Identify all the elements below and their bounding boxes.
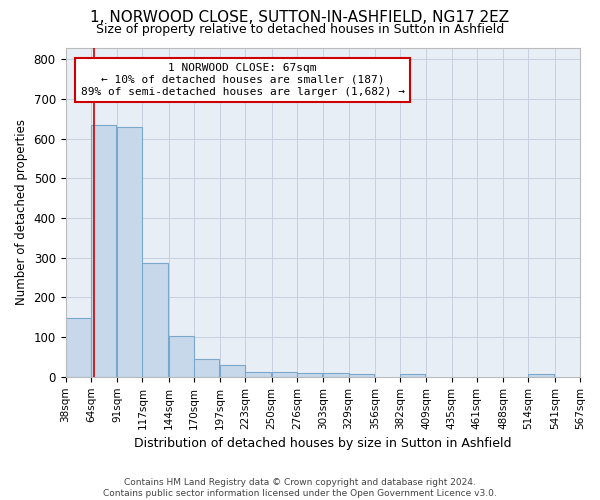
Bar	[297, 373, 322, 377]
Bar	[169, 336, 194, 377]
Bar	[220, 365, 245, 377]
Y-axis label: Number of detached properties: Number of detached properties	[15, 119, 28, 305]
Bar	[349, 374, 374, 377]
Bar	[194, 360, 219, 377]
Bar	[272, 372, 297, 377]
Bar	[91, 125, 116, 377]
Bar	[323, 373, 349, 377]
Bar	[529, 374, 554, 377]
X-axis label: Distribution of detached houses by size in Sutton in Ashfield: Distribution of detached houses by size …	[134, 437, 512, 450]
Text: 1, NORWOOD CLOSE, SUTTON-IN-ASHFIELD, NG17 2EZ: 1, NORWOOD CLOSE, SUTTON-IN-ASHFIELD, NG…	[91, 10, 509, 25]
Text: Contains HM Land Registry data © Crown copyright and database right 2024.
Contai: Contains HM Land Registry data © Crown c…	[103, 478, 497, 498]
Bar	[400, 374, 425, 377]
Bar	[142, 263, 167, 377]
Bar	[117, 127, 142, 377]
Bar	[580, 374, 600, 377]
Bar	[65, 318, 91, 377]
Bar	[245, 372, 271, 377]
Text: Size of property relative to detached houses in Sutton in Ashfield: Size of property relative to detached ho…	[96, 22, 504, 36]
Text: 1 NORWOOD CLOSE: 67sqm
← 10% of detached houses are smaller (187)
89% of semi-de: 1 NORWOOD CLOSE: 67sqm ← 10% of detached…	[80, 64, 404, 96]
